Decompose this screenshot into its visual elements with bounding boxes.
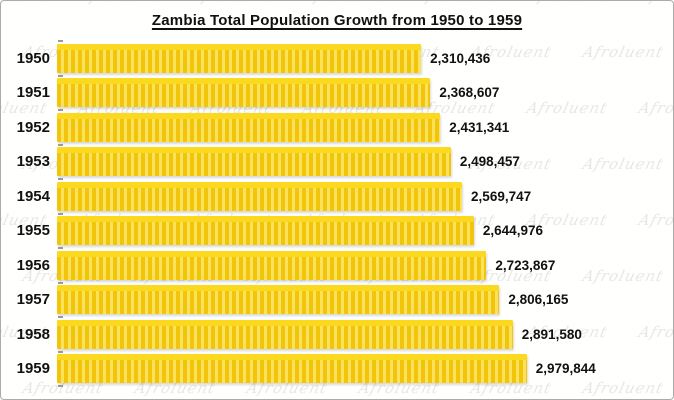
value-label: 2,979,844 — [535, 361, 596, 377]
year-label: 1955 — [16, 222, 50, 240]
population-bar — [57, 285, 500, 315]
population-bar — [57, 319, 513, 349]
bar-track: 2,644,976 — [57, 214, 667, 249]
bar-row: 1953 2,498,457 — [1, 143, 667, 180]
population-bar — [57, 250, 487, 280]
bar-track: 2,891,580 — [57, 317, 667, 352]
year-label: 1953 — [16, 153, 50, 171]
value-label: 2,368,607 — [439, 85, 500, 101]
year-label: 1954 — [16, 187, 50, 205]
value-label: 2,310,436 — [430, 50, 491, 66]
value-label: 2,569,747 — [471, 188, 532, 204]
population-bar — [57, 216, 474, 246]
bar-row: 1957 2,806,165 — [1, 281, 667, 318]
population-bar — [57, 181, 463, 211]
bar-track: 2,310,436 — [57, 41, 667, 76]
bar-row: 1950 2,310,436 — [1, 40, 667, 76]
bar-track: 2,723,867 — [57, 248, 667, 283]
bar-row: 1954 2,569,747 — [1, 178, 667, 214]
bar-track: 2,979,844 — [57, 352, 667, 387]
bar-track: 2,498,457 — [57, 145, 667, 180]
population-bar — [57, 112, 441, 142]
bar-row: 1956 2,723,867 — [1, 247, 667, 283]
bar-track: 2,569,747 — [57, 179, 667, 214]
population-bar — [57, 147, 451, 177]
value-label: 2,891,580 — [521, 326, 582, 342]
bar-row: 1955 2,644,976 — [1, 212, 667, 249]
value-label: 2,431,341 — [449, 119, 510, 135]
value-label: 2,806,165 — [508, 292, 569, 308]
value-label: 2,723,867 — [495, 257, 556, 273]
bar-track: 2,806,165 — [57, 283, 667, 318]
population-bar — [57, 78, 431, 108]
value-label: 2,498,457 — [459, 154, 520, 170]
year-label: 1952 — [16, 118, 50, 136]
bar-row: 1952 2,431,341 — [1, 109, 667, 145]
bar-row: 1958 2,891,580 — [1, 316, 667, 352]
year-label: 1957 — [16, 291, 50, 309]
population-bar — [57, 43, 422, 73]
population-bar — [57, 354, 527, 384]
year-label: 1958 — [16, 325, 50, 343]
year-label: 1959 — [16, 360, 50, 378]
bar-row: 1959 2,979,844 — [1, 350, 667, 387]
value-label: 2,644,976 — [482, 223, 543, 239]
year-label: 1956 — [16, 256, 50, 274]
plot-area: 1950 2,310,436 1951 2,368,607 1952 2,431… — [1, 40, 667, 387]
bar-track: 2,431,341 — [57, 110, 667, 145]
chart-title: Zambia Total Population Growth from 1950… — [151, 12, 523, 29]
year-label: 1950 — [16, 49, 50, 67]
bar-track: 2,368,607 — [57, 76, 667, 111]
year-label: 1951 — [16, 84, 50, 102]
bar-row: 1951 2,368,607 — [1, 74, 667, 111]
